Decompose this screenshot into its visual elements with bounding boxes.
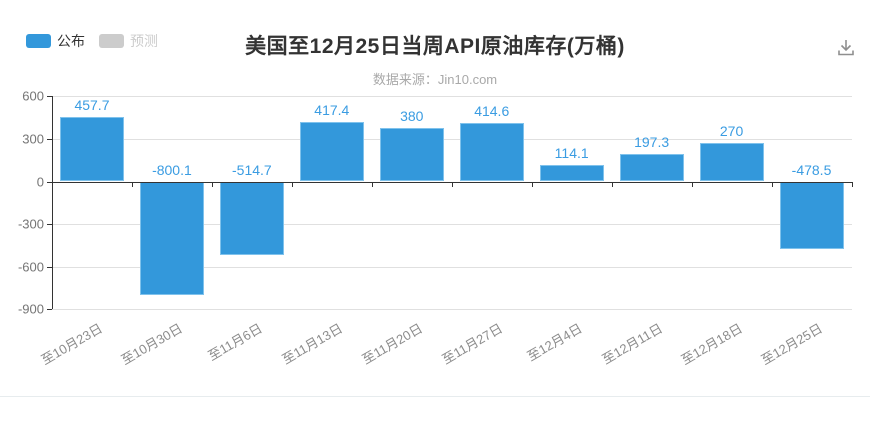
gridline (52, 96, 852, 98)
published-swatch (26, 34, 51, 48)
y-axis-tick (47, 96, 52, 98)
bar-value-label: 457.7 (74, 96, 110, 113)
x-axis-category-label: 至11月27日 (439, 320, 505, 368)
y-axis-label: -900 (17, 301, 44, 317)
bar[interactable] (59, 116, 124, 182)
bar-value-label: 114.1 (554, 145, 589, 162)
gridline (52, 138, 852, 140)
bar[interactable] (779, 181, 844, 250)
x-axis-category-label: 至11月6日 (205, 320, 265, 364)
bar-value-label: -478.5 (791, 161, 832, 178)
gridline (52, 309, 852, 311)
x-axis-tick (371, 181, 373, 187)
bar-value-label: 270 (719, 123, 744, 140)
x-axis-category-label: 至12月25日 (758, 320, 825, 368)
bar-value-label: -800.1 (152, 161, 192, 178)
y-axis-label: -300 (17, 216, 44, 232)
x-axis-tick (771, 181, 773, 187)
bar[interactable] (379, 127, 444, 182)
bar-value-label: 414.6 (474, 102, 510, 119)
bar[interactable] (299, 122, 364, 182)
x-axis-category-label: 至11月20日 (359, 320, 425, 368)
x-axis-tick (691, 181, 693, 187)
y-axis-tick (47, 309, 52, 311)
x-axis-category-label: 至10月30日 (118, 320, 185, 368)
y-axis-tick (47, 138, 52, 140)
bar-value-label: 197.3 (634, 133, 670, 150)
x-axis-category-label: 至12月11日 (599, 320, 665, 368)
bar-value-label: 380 (400, 107, 424, 124)
y-axis-label: 600 (22, 88, 44, 104)
legend: 公布 预测 (26, 33, 172, 49)
chart-subtitle: 数据来源：Jin10.com (372, 72, 498, 87)
x-axis-tick (131, 181, 133, 187)
x-axis-tick (211, 181, 213, 187)
x-axis-category-label: 至11月13日 (279, 320, 345, 368)
bar-value-label: -514.7 (232, 161, 272, 178)
bar[interactable] (139, 181, 204, 295)
x-axis-category-label: 至12月18日 (678, 320, 745, 368)
y-axis-tick (47, 181, 52, 183)
gridline (52, 224, 852, 226)
x-axis-tick (451, 181, 453, 187)
bar[interactable] (459, 122, 524, 182)
x-axis-tick (611, 181, 613, 187)
bar-value-label: 417.4 (314, 102, 350, 119)
x-axis-category-label: 至10月23日 (38, 320, 105, 368)
download-icon (838, 40, 854, 56)
save-image-button[interactable] (835, 37, 857, 59)
bottom-divider (0, 396, 870, 397)
bar[interactable] (539, 165, 604, 182)
y-axis-label: 0 (36, 174, 44, 189)
x-axis-tick (851, 181, 853, 187)
forecast-swatch (99, 34, 124, 48)
y-axis-label: 300 (22, 131, 44, 147)
x-axis-tick (52, 181, 53, 187)
gridline (52, 266, 852, 268)
x-axis-category-label: 至12月4日 (524, 320, 585, 364)
legend-label-forecast: 预测 (130, 33, 158, 49)
x-axis-tick (531, 181, 533, 187)
bar[interactable] (699, 143, 764, 182)
y-axis-line (52, 96, 53, 310)
x-axis-tick (291, 181, 293, 187)
bar[interactable] (619, 153, 684, 182)
legend-item-forecast[interactable]: 预测 (99, 31, 158, 51)
legend-label-published: 公布 (57, 33, 85, 49)
legend-item-published[interactable]: 公布 (26, 31, 85, 51)
bar[interactable] (219, 181, 284, 255)
y-axis-tick (47, 224, 52, 226)
y-axis-tick (47, 266, 52, 268)
y-axis-label: -600 (17, 259, 44, 275)
